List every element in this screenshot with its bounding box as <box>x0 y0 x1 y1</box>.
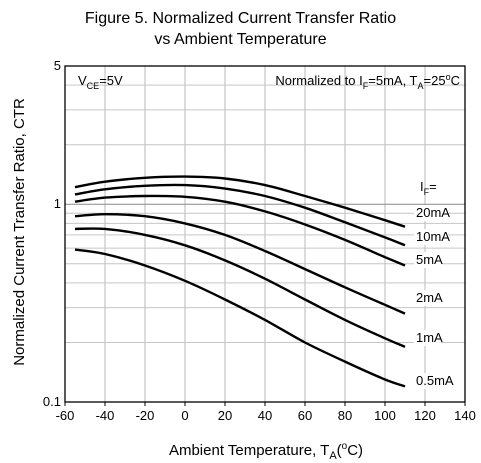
chart-title: Figure 5. Normalized Current Transfer Ra… <box>0 8 481 50</box>
grid-lines <box>65 66 465 402</box>
y-tick-label: 0.1 <box>43 394 61 409</box>
x-tick-label: -60 <box>56 408 75 423</box>
series-label-bg <box>414 290 441 306</box>
annotation-norm-sub1: F <box>363 81 369 91</box>
annotation-norm-mid: =5mA, T <box>368 73 417 88</box>
series-label-1mA: 1mA <box>416 330 443 345</box>
annotation-vce-sub: CE <box>87 81 100 91</box>
legend-title-i: I <box>420 179 424 194</box>
legend-title-sub: F <box>424 187 430 197</box>
annotation-vce-v: V <box>78 73 87 88</box>
x-tick-label: 100 <box>374 408 396 423</box>
series-label-5mA: 5mA <box>416 252 443 267</box>
series-label-bg <box>414 330 441 346</box>
annotation-norm-prefix: Normalized to I <box>275 73 362 88</box>
annotation-norm-sub2: A <box>418 81 424 91</box>
x-tick-label: -20 <box>136 408 155 423</box>
x-tick-label: 120 <box>414 408 436 423</box>
y-ticks: 0.1 1 5 <box>43 58 61 409</box>
series-label-bg <box>414 205 449 221</box>
series-label-bg <box>414 252 441 268</box>
series-label-10mA: 10mA <box>416 229 450 244</box>
legend-title: IF= <box>420 179 437 197</box>
x-axis-label-main: Ambient Temperature, T <box>169 442 329 459</box>
annotation-vce-rest: =5V <box>99 73 123 88</box>
series-label-0_5mA: 0.5mA <box>416 373 454 388</box>
x-tick-label: 40 <box>258 408 272 423</box>
annotation-norm-eq: =25 <box>424 73 446 88</box>
series-label-20mA: 20mA <box>416 205 450 220</box>
x-tick-label: 0 <box>181 408 188 423</box>
series-line-0_5mA <box>74 248 406 388</box>
curves <box>74 175 406 388</box>
series-line-5mA <box>74 194 406 267</box>
x-tick-label: -40 <box>96 408 115 423</box>
annotation-norm-unit: C <box>451 73 460 88</box>
annotation-normalized: Normalized to IF=5mA, TA=25oC <box>275 72 460 91</box>
annotation-norm-sup: o <box>446 72 451 82</box>
series-line-10mA <box>74 183 406 247</box>
curve-labels: 20mA 10mA 5mA 2mA 1mA 0.5mA <box>414 205 456 389</box>
x-axis-label-sub: A <box>329 450 337 462</box>
x-tick-label: 60 <box>298 408 312 423</box>
x-axis-label-unit: C) <box>347 442 363 459</box>
series-label-bg <box>414 229 449 245</box>
chart-title-line1: Figure 5. Normalized Current Transfer Ra… <box>84 10 397 27</box>
x-tick-label: 140 <box>454 408 476 423</box>
chart-title-line2: vs Ambient Temperature <box>154 31 327 48</box>
legend-title-rest: = <box>429 179 437 194</box>
series-line-20mA <box>74 175 406 228</box>
y-tick-label: 1 <box>54 196 61 211</box>
series-label-bg <box>414 373 456 389</box>
series-line-1mA <box>74 227 406 348</box>
annotation-vce: VCE=5V <box>78 73 123 91</box>
x-ticks: -60 -40 -20 0 20 40 60 80 100 120 140 <box>56 402 476 423</box>
x-axis-label-sup: o <box>342 441 348 452</box>
series-label-2mA: 2mA <box>416 290 443 305</box>
x-tick-label: 80 <box>338 408 352 423</box>
y-axis-label: Normalized Current Transfer Ratio, CTR <box>11 98 28 366</box>
x-tick-label: 20 <box>218 408 232 423</box>
x-axis-label-paren: ( <box>337 442 342 459</box>
x-axis-label: Ambient Temperature, TA(oC) <box>169 441 363 462</box>
y-tick-label: 5 <box>54 58 61 73</box>
series-line-2mA <box>74 212 406 315</box>
